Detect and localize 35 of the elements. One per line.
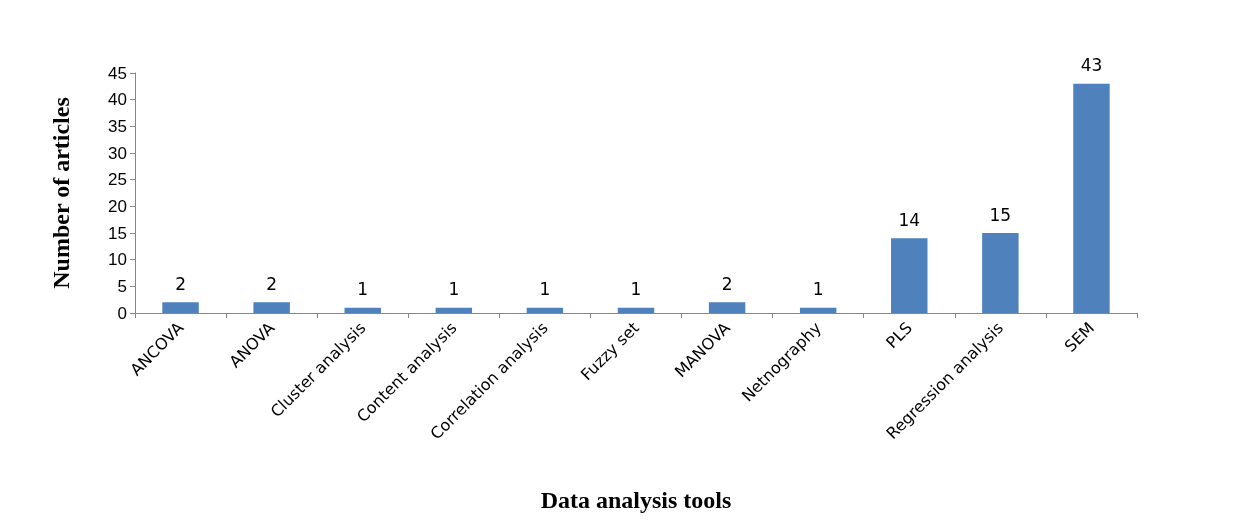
y-tick-label: 15 [108, 223, 127, 243]
data-label: 1 [448, 279, 460, 300]
data-label: 1 [357, 279, 369, 300]
data-label: 2 [721, 273, 733, 294]
y-tick-label: 40 [108, 90, 127, 110]
data-label: 43 [1080, 55, 1103, 76]
y-tick-label: 0 [117, 303, 127, 323]
bar [435, 307, 473, 313]
data-label: 1 [812, 279, 824, 300]
y-tick-label: 25 [108, 170, 127, 190]
y-tick-label: 10 [108, 250, 127, 270]
bar [1073, 83, 1110, 313]
data-label: 1 [539, 279, 551, 300]
bar [617, 307, 655, 313]
x-tick-label: PLS [882, 318, 916, 353]
data-label: 1 [630, 279, 642, 300]
y-tick-label: 45 [108, 63, 127, 83]
y-axis-title: Number of articles [48, 97, 74, 289]
data-label: 2 [266, 273, 278, 294]
data-label: 2 [175, 273, 186, 294]
bar [982, 233, 1019, 313]
bar [162, 302, 199, 313]
bar [891, 238, 928, 313]
bar [526, 307, 564, 313]
y-tick-label: 20 [108, 196, 127, 216]
y-tick-label: 35 [108, 116, 127, 136]
bar [344, 307, 381, 313]
x-axis-title: Data analysis tools [540, 487, 732, 513]
bar [799, 307, 837, 313]
y-tick-label: 5 [117, 276, 127, 296]
y-tick-label: 30 [108, 143, 127, 163]
data-label: 15 [989, 204, 1012, 225]
data-label: 14 [898, 209, 921, 230]
bar [708, 302, 746, 313]
bar [253, 302, 290, 313]
